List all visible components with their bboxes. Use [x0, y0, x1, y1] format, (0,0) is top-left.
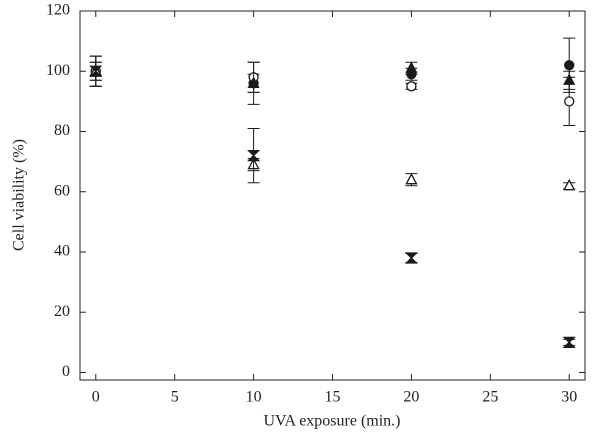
- point: [405, 172, 418, 185]
- point: [247, 76, 260, 88]
- point: [247, 149, 261, 162]
- x-tick-label: 5: [171, 389, 179, 406]
- plot-frame: [79, 10, 586, 381]
- y-tick-label: 40: [54, 243, 70, 260]
- y-tick-label: 60: [54, 182, 70, 199]
- y-tick-label: 120: [46, 2, 70, 19]
- y-tick-label: 100: [46, 62, 70, 79]
- x-tick-label: 30: [561, 389, 577, 406]
- point: [563, 178, 576, 191]
- point: [564, 60, 575, 71]
- y-tick-label: 20: [54, 303, 70, 320]
- x-axis-label: UVA exposure (min.): [263, 413, 400, 430]
- point: [406, 81, 417, 92]
- x-tick-label: 20: [403, 389, 419, 406]
- point: [562, 336, 576, 348]
- x-tick-label: 10: [246, 389, 262, 406]
- y-tick-label: 80: [54, 122, 70, 139]
- point: [564, 96, 575, 107]
- x-tick-label: 15: [325, 389, 341, 406]
- y-tick-label: 0: [62, 363, 70, 380]
- y-axis-label: Cell viability (%): [11, 139, 28, 251]
- point: [89, 65, 103, 77]
- point: [405, 61, 418, 73]
- point: [563, 73, 576, 85]
- x-tick-label: 0: [92, 389, 100, 406]
- x-tick-label: 25: [482, 389, 498, 406]
- point: [404, 252, 418, 264]
